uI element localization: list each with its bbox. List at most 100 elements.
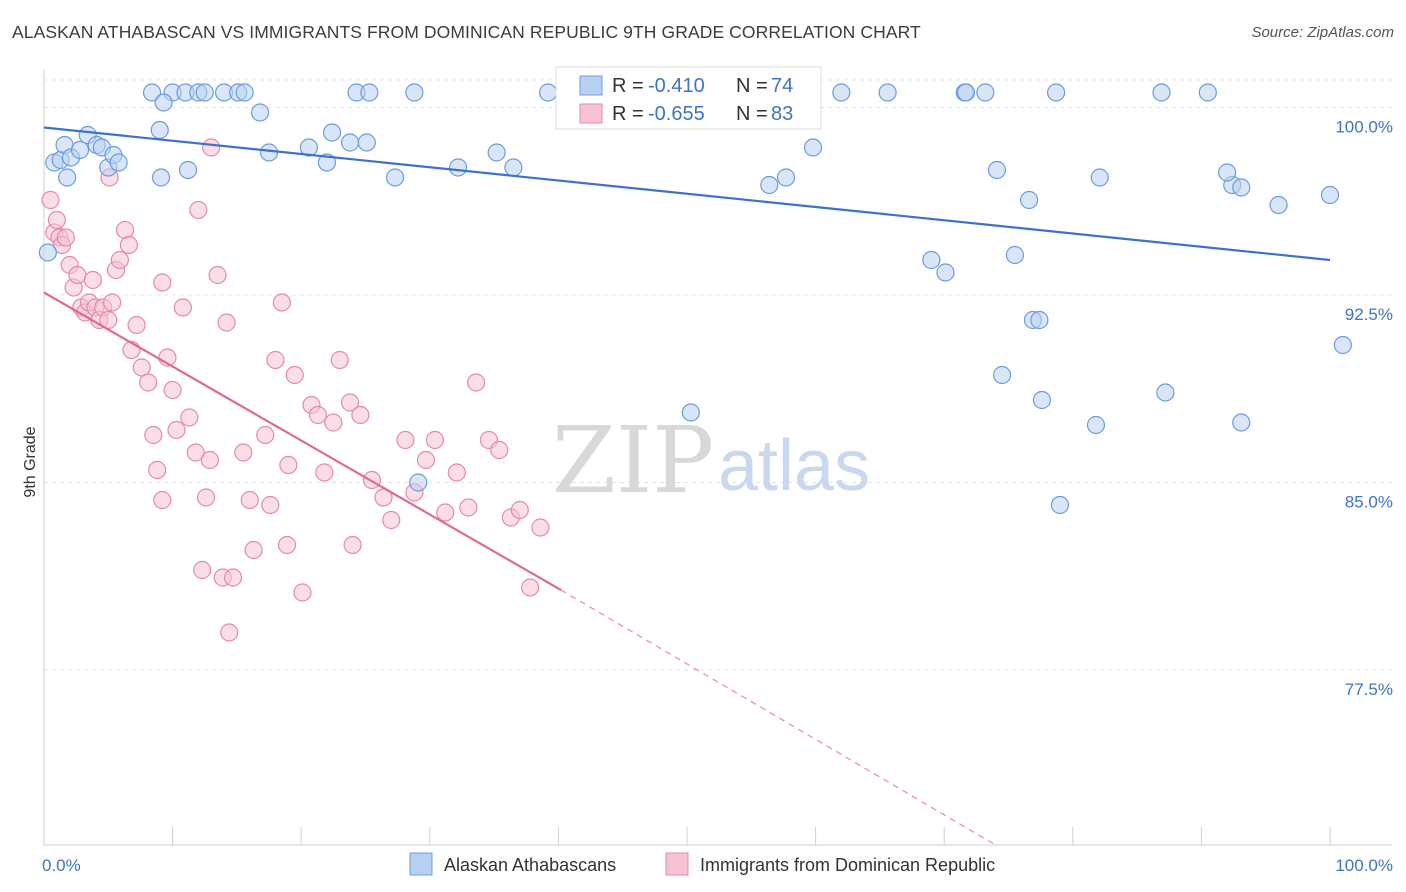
legend-n-label-1: N =	[736, 75, 768, 97]
dominican-point-67	[447, 463, 466, 482]
athabascan-point-24	[235, 83, 254, 102]
dominican-point-65	[425, 430, 445, 450]
series-dominican-points	[41, 138, 550, 642]
dominican-point-82	[217, 313, 236, 332]
athabascan-point-52	[956, 83, 976, 102]
chart-title: ALASKAN ATHABASCAN VS IMMIGRANTS FROM DO…	[12, 22, 921, 42]
athabascan-trend-line	[43, 126, 1331, 262]
athabascan-point-58	[1152, 83, 1171, 102]
dominican-point-50	[285, 365, 304, 385]
athabascan-point-76	[1050, 495, 1070, 515]
dominican-point-64	[416, 450, 436, 470]
dominican-point-19	[110, 250, 129, 270]
y-tick-labels: 100.0% 92.5% 85.0% 77.5%	[1335, 118, 1393, 700]
athabascan-point-46	[760, 175, 779, 195]
dominican-point-75	[531, 518, 550, 537]
athabascan-point-69	[992, 365, 1012, 385]
athabascan-point-50	[878, 83, 897, 102]
dominican-point-69	[466, 373, 486, 392]
dominican-point-8	[68, 265, 87, 285]
dominican-point-81	[153, 273, 172, 292]
athabascan-point-21	[151, 168, 171, 187]
dominican-trend-extension	[560, 589, 996, 846]
y-tick-label-0: 100.0%	[1335, 118, 1393, 137]
dominican-point-77	[277, 535, 297, 555]
athabascan-point-30	[340, 133, 360, 152]
dominican-point-33	[180, 408, 199, 427]
athabascan-point-59	[1198, 83, 1217, 102]
athabascan-point-63	[1218, 163, 1237, 182]
series-legend-label-1: Alaskan Athabascans	[444, 855, 616, 875]
x-tick-label-0: 0.0%	[42, 856, 81, 875]
athabascan-point-20	[178, 160, 198, 180]
dominican-point-36	[196, 488, 216, 507]
dominican-point-66	[436, 503, 455, 522]
dominican-point-37	[200, 450, 219, 470]
athabascan-point-53	[976, 83, 995, 102]
athabascan-point-39	[539, 83, 558, 102]
dominican-point-61	[382, 510, 401, 530]
dominican-point-38	[208, 265, 227, 285]
dominican-point-47	[266, 350, 285, 370]
dominican-point-5	[56, 228, 75, 247]
athabascan-point-66	[922, 250, 941, 270]
athabascan-point-25	[250, 103, 270, 122]
athabascan-point-34	[385, 168, 405, 187]
athabascan-point-33	[360, 83, 379, 102]
y-tick-label-2: 85.0%	[1345, 493, 1393, 512]
dominican-point-55	[324, 413, 343, 432]
dominican-point-34	[186, 443, 205, 462]
dominican-point-42	[234, 443, 253, 462]
trend-lines	[43, 126, 1331, 846]
dominican-point-71	[490, 440, 509, 460]
athabascan-point-38	[504, 158, 523, 177]
athabascan-point-65	[936, 263, 955, 282]
legend-swatch-pink	[579, 103, 603, 124]
dominican-point-24	[132, 358, 151, 377]
series-legend: Alaskan Athabascans Immigrants from Domi…	[409, 852, 995, 876]
dominican-point-0	[41, 190, 60, 210]
legend-r-label-2: R =	[612, 103, 644, 125]
athabascan-point-19	[154, 93, 173, 112]
athabascan-point-55	[1019, 190, 1039, 210]
legend-r-label-1: R =	[612, 75, 644, 97]
legend-n-label-2: N =	[736, 103, 768, 125]
dominican-point-51	[293, 583, 312, 602]
dominican-point-78	[202, 138, 221, 157]
athabascan-point-6	[70, 140, 90, 160]
watermark-atlas: atlas	[718, 426, 870, 506]
dominican-point-74	[521, 578, 540, 597]
dominican-trend-line	[43, 291, 562, 591]
dominican-point-48	[272, 293, 292, 312]
dominican-point-79	[189, 200, 208, 220]
athabascan-point-4	[58, 168, 77, 187]
athabascan-point-77	[409, 473, 428, 492]
athabascan-point-57	[1090, 168, 1109, 187]
athabascan-point-35	[405, 83, 424, 102]
dominican-point-58	[351, 405, 370, 425]
dominican-point-23	[127, 315, 146, 335]
dominican-point-27	[148, 460, 167, 480]
legend-n-value-1: 74	[771, 75, 793, 97]
legend-r-value-2: -0.655	[648, 103, 705, 125]
dominican-point-26	[144, 425, 163, 445]
dominican-point-53	[308, 405, 328, 425]
athabascan-point-48	[803, 138, 823, 157]
legend-n-value-2: 83	[771, 103, 793, 125]
athabascan-point-70	[1032, 390, 1052, 410]
dominican-point-12	[83, 270, 102, 290]
athabascan-point-27	[299, 138, 319, 157]
dominican-point-73	[510, 500, 529, 520]
dominican-point-31	[167, 420, 186, 440]
athabascan-point-75	[681, 403, 700, 422]
grid-lines	[44, 79, 1392, 671]
dominican-point-28	[153, 490, 172, 510]
dominican-point-35	[193, 560, 212, 580]
watermark: ZIP atlas	[552, 407, 870, 514]
athabascan-point-68	[1030, 310, 1049, 330]
dominican-point-41	[223, 568, 243, 587]
athabascan-point-37	[487, 143, 506, 162]
dominican-point-40	[220, 623, 239, 642]
series-legend-label-2: Immigrants from Dominican Republic	[700, 855, 995, 875]
y-axis-label: 9th Grade	[22, 426, 39, 497]
